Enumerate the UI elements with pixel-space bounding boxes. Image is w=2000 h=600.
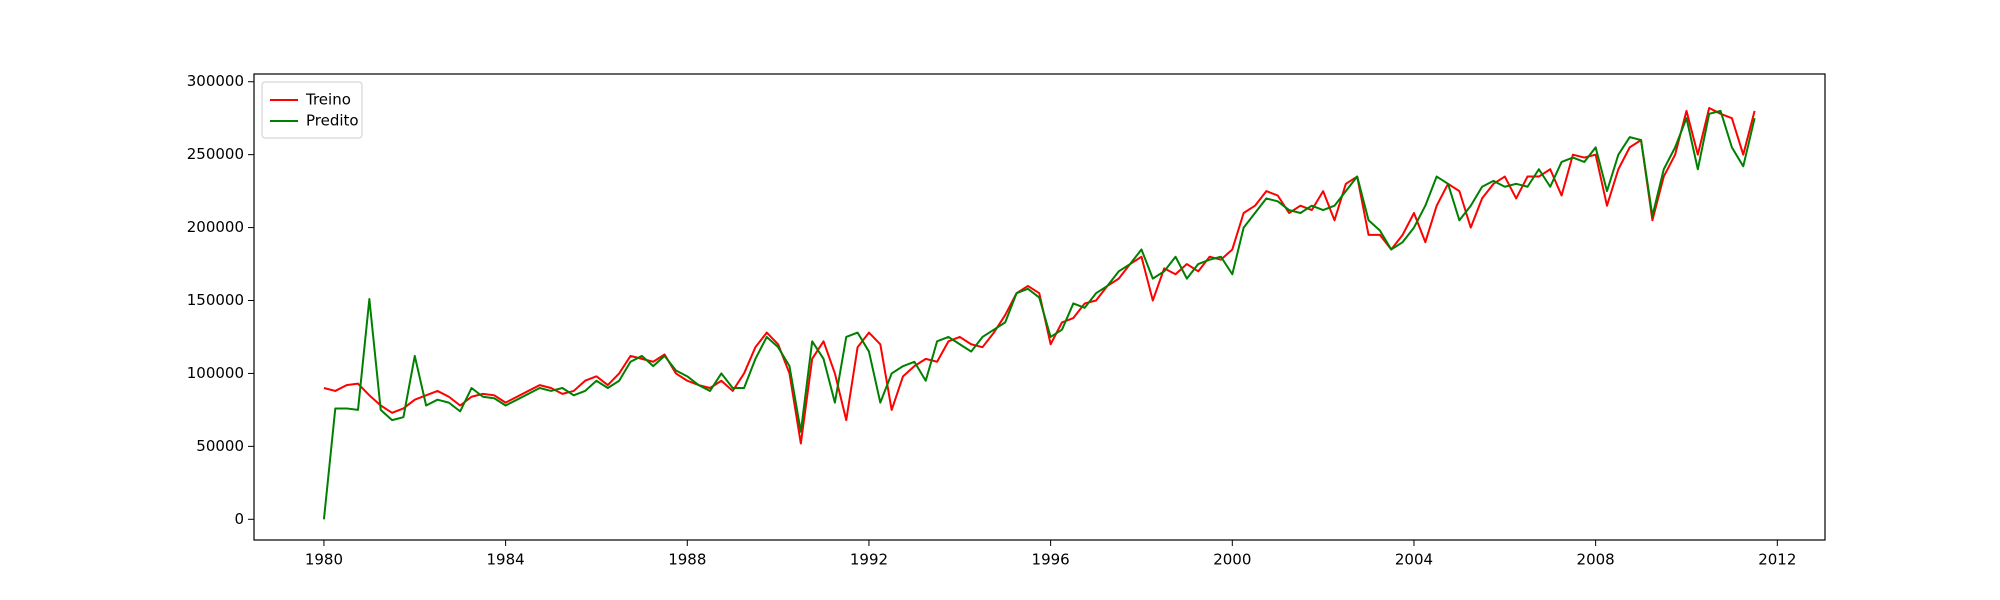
- y-tick-label: 50000: [196, 437, 244, 455]
- plot-frame: [253, 73, 1826, 541]
- y-tick-label: 0: [234, 510, 244, 528]
- y-tick-label: 100000: [187, 364, 244, 382]
- legend-label: Predito: [306, 112, 359, 130]
- x-tick-label: 1980: [305, 551, 343, 569]
- x-tick-label: 2000: [1213, 551, 1251, 569]
- x-tick-label: 1984: [487, 551, 525, 569]
- x-tick-label: 1988: [668, 551, 706, 569]
- line-series: [322, 109, 1756, 520]
- y-tick-label: 150000: [187, 291, 244, 309]
- x-tick-label: 2012: [1758, 551, 1796, 569]
- legend-box: [261, 81, 363, 139]
- legend-label: Treino: [305, 91, 351, 109]
- y-tick-label: 200000: [187, 218, 244, 236]
- x-tick-label: 2008: [1577, 551, 1615, 569]
- x-tick-label: 1992: [850, 551, 888, 569]
- y-tick-label: 250000: [187, 145, 244, 163]
- x-tick-label: 1996: [1032, 551, 1070, 569]
- y-tick-label: 300000: [187, 72, 244, 90]
- x-tick-label: 2004: [1395, 551, 1433, 569]
- line-series: [323, 106, 1756, 445]
